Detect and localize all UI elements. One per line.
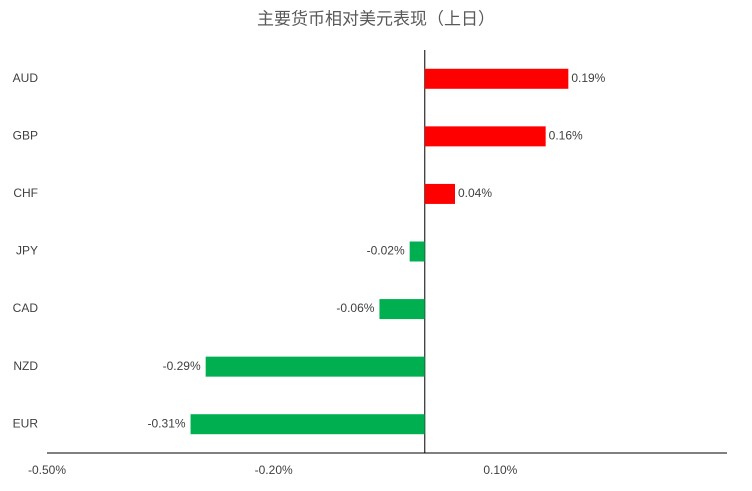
value-label: 0.19% <box>571 71 605 85</box>
bar <box>379 299 425 320</box>
y-tick-label: EUR <box>13 416 39 430</box>
x-tick-label: -0.50% <box>28 463 66 477</box>
bar <box>424 68 569 89</box>
y-tick-label: CHF <box>13 186 38 200</box>
bar <box>424 126 546 147</box>
bar <box>190 414 425 435</box>
y-tick-label: CAD <box>13 301 39 315</box>
bar <box>424 183 455 204</box>
y-tick-label: GBP <box>13 129 38 143</box>
value-label: -0.31% <box>148 416 186 430</box>
value-label: 0.16% <box>549 129 583 143</box>
x-tick-label: 0.10% <box>483 463 517 477</box>
value-label: -0.02% <box>367 244 405 258</box>
chart-title: 主要货币相对美元表现（上日） <box>257 9 495 28</box>
value-label: -0.29% <box>163 359 201 373</box>
y-tick-label: NZD <box>13 359 38 373</box>
bar <box>409 241 425 262</box>
y-tick-label: JPY <box>16 244 38 258</box>
y-tick-label: AUD <box>13 71 39 85</box>
bar <box>205 356 425 377</box>
value-label: -0.06% <box>336 301 374 315</box>
value-label: 0.04% <box>458 186 492 200</box>
x-tick-label: -0.20% <box>255 463 293 477</box>
